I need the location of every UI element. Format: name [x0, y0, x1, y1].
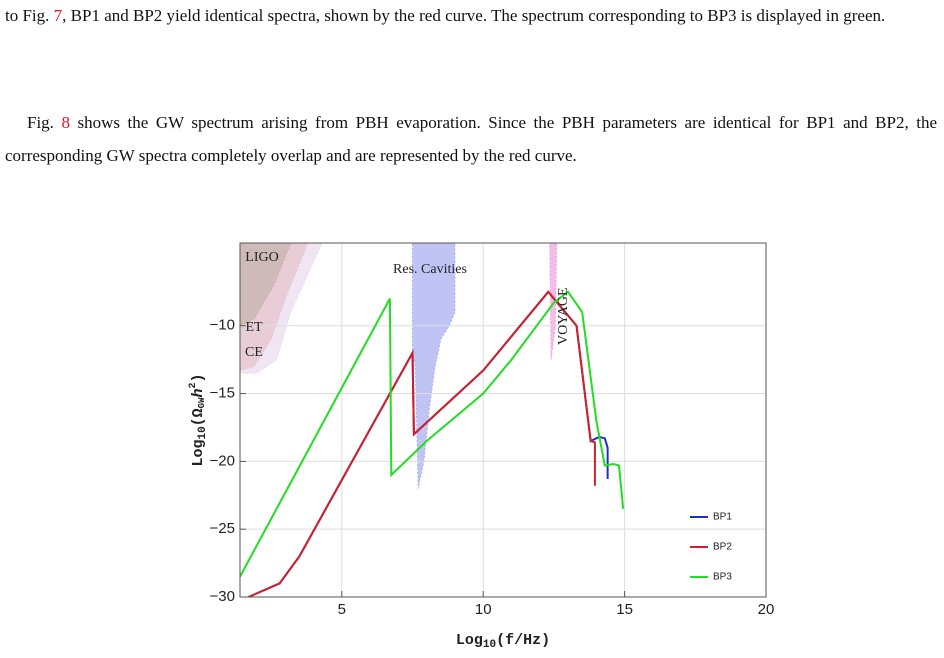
y-tick-label: −20 — [210, 452, 235, 469]
figure-ref[interactable]: 8 — [61, 113, 70, 132]
y-tick-label: −15 — [210, 385, 235, 402]
text: shows the GW spectrum arising from PBH e… — [5, 113, 937, 165]
plot-frame — [239, 242, 767, 598]
x-axis-label: Log10(f/Hz) — [456, 632, 550, 651]
region-label: CE — [245, 345, 263, 360]
lines — [240, 290, 625, 597]
y-tick-label: −25 — [210, 520, 235, 537]
constraint-region — [240, 243, 292, 327]
x-tick-label: 15 — [616, 601, 633, 618]
region-label: VOYAGE — [556, 287, 571, 345]
paragraph: Fig. 8 shows the GW spectrum arising fro… — [5, 106, 937, 172]
paragraph: to Fig. 7, BP1 and BP2 yield identical s… — [5, 0, 937, 32]
y-tick-label: −30 — [210, 588, 235, 605]
legend-label: BP3 — [713, 572, 732, 583]
grid — [240, 243, 767, 598]
region-label: Res. Cavities — [393, 262, 467, 277]
x-tick-label: 5 — [338, 601, 346, 618]
x-tick-label: 10 — [475, 601, 492, 618]
constraint-region — [412, 243, 456, 489]
series-line — [248, 290, 596, 597]
regions — [240, 243, 558, 489]
legend-label: BP1 — [713, 512, 732, 523]
y-axis-label: Log10(ΩGWh2) — [188, 373, 209, 466]
x-tick-label: 20 — [758, 601, 775, 618]
text: Fig. — [27, 113, 62, 132]
text: , BP1 and BP2 yield identical spectra, s… — [62, 6, 886, 25]
text: to Fig. — [5, 6, 54, 25]
series-line — [240, 290, 625, 578]
figure-ref[interactable]: 7 — [53, 6, 63, 25]
legend-label: BP2 — [713, 542, 732, 553]
region-label: LIGO — [245, 250, 278, 265]
region-label: ET — [245, 320, 263, 335]
y-tick-label: −10 — [210, 317, 235, 334]
